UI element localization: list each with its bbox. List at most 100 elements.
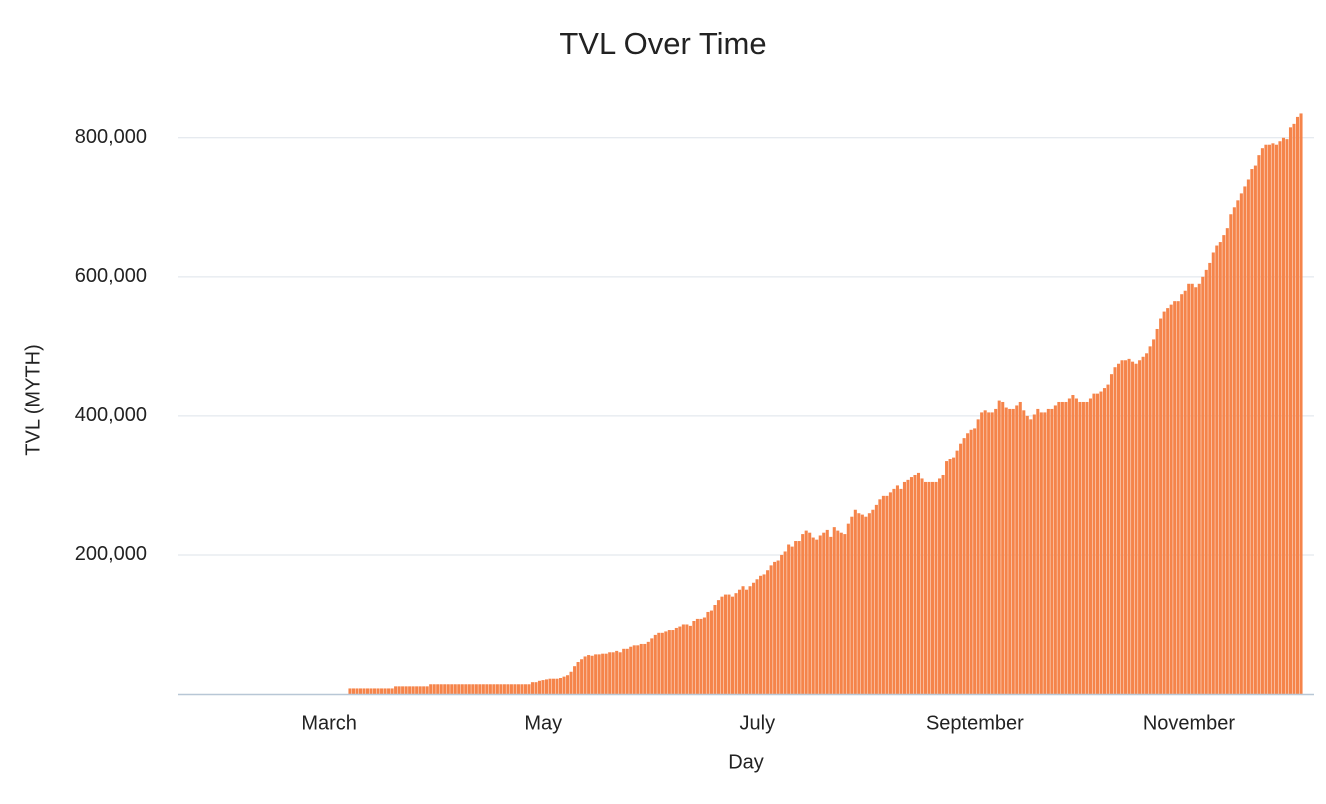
bar bbox=[1043, 412, 1047, 694]
bar bbox=[871, 509, 875, 694]
bar bbox=[1060, 401, 1064, 694]
bar bbox=[1173, 301, 1177, 694]
bar bbox=[369, 688, 373, 694]
bar bbox=[618, 652, 622, 694]
bar bbox=[1169, 304, 1173, 694]
bar bbox=[934, 481, 938, 694]
bar bbox=[745, 589, 749, 694]
bar bbox=[836, 530, 840, 694]
bar bbox=[1176, 301, 1180, 694]
bar bbox=[1183, 290, 1187, 694]
bar bbox=[432, 684, 436, 694]
bar bbox=[990, 412, 994, 694]
bar bbox=[720, 596, 724, 694]
bar bbox=[723, 594, 728, 694]
bar bbox=[604, 653, 608, 694]
bar bbox=[1067, 398, 1071, 694]
bar bbox=[1008, 408, 1012, 694]
bar bbox=[860, 514, 864, 694]
bar bbox=[892, 488, 896, 694]
bar bbox=[351, 688, 356, 694]
bar bbox=[408, 686, 412, 694]
bar bbox=[959, 443, 963, 694]
bar bbox=[625, 648, 629, 694]
bar bbox=[530, 682, 534, 694]
bar bbox=[955, 450, 959, 694]
bar bbox=[709, 610, 713, 694]
bar bbox=[783, 551, 787, 694]
bar bbox=[594, 654, 598, 694]
bar bbox=[1299, 113, 1303, 694]
y-axis-title: TVL (MYTH) bbox=[22, 344, 44, 455]
bar bbox=[1166, 308, 1170, 694]
bar bbox=[685, 624, 689, 694]
bar bbox=[615, 650, 619, 694]
bar bbox=[513, 684, 517, 694]
bar bbox=[1095, 393, 1100, 694]
bar bbox=[646, 641, 650, 694]
bar bbox=[878, 499, 882, 694]
bar bbox=[544, 679, 549, 694]
bar bbox=[1015, 405, 1019, 694]
bar bbox=[358, 688, 363, 694]
y-tick-label: 800,000 bbox=[75, 126, 147, 148]
bar bbox=[1243, 186, 1247, 694]
bar bbox=[481, 684, 485, 694]
bar bbox=[864, 516, 868, 694]
bar bbox=[516, 684, 520, 694]
bar bbox=[502, 684, 506, 694]
bar bbox=[737, 589, 742, 694]
bar bbox=[973, 428, 977, 694]
bar bbox=[850, 516, 854, 694]
bar bbox=[1292, 123, 1296, 694]
bar bbox=[1180, 294, 1184, 694]
bar bbox=[390, 688, 394, 694]
bar bbox=[474, 684, 478, 694]
bar bbox=[450, 684, 454, 694]
bar bbox=[1215, 245, 1219, 695]
bar bbox=[1145, 353, 1149, 694]
bar bbox=[506, 684, 510, 694]
bar bbox=[622, 648, 626, 694]
bar bbox=[548, 678, 552, 694]
bar bbox=[790, 546, 794, 694]
bar bbox=[373, 688, 377, 694]
bar bbox=[527, 684, 531, 694]
bar bbox=[580, 659, 584, 694]
bar bbox=[1250, 169, 1254, 694]
bar bbox=[1257, 155, 1261, 694]
bar bbox=[674, 627, 678, 694]
bar bbox=[362, 688, 366, 694]
bar bbox=[1236, 200, 1240, 694]
bar bbox=[1081, 401, 1085, 694]
bar bbox=[818, 535, 822, 694]
bar bbox=[436, 684, 440, 694]
bar bbox=[650, 638, 654, 694]
bar bbox=[913, 474, 917, 694]
bar bbox=[478, 684, 482, 694]
bar bbox=[495, 684, 499, 694]
bar bbox=[467, 684, 471, 694]
bar bbox=[980, 412, 984, 694]
bar bbox=[952, 457, 956, 694]
bar bbox=[829, 536, 833, 694]
bar bbox=[688, 625, 692, 694]
bar bbox=[797, 541, 801, 694]
bar bbox=[1106, 384, 1110, 694]
bar bbox=[822, 532, 826, 694]
bar bbox=[576, 662, 580, 694]
bar bbox=[1117, 363, 1121, 694]
bar bbox=[962, 438, 966, 694]
x-axis-title: Day bbox=[728, 751, 764, 773]
bar bbox=[583, 656, 587, 694]
bar bbox=[808, 532, 812, 694]
bar bbox=[794, 541, 798, 694]
x-tick-label: November bbox=[1143, 712, 1236, 734]
bar bbox=[1285, 139, 1289, 695]
bar bbox=[748, 586, 752, 694]
bar bbox=[1281, 137, 1286, 694]
bar bbox=[815, 539, 819, 694]
bar bbox=[983, 410, 987, 694]
bar bbox=[1057, 401, 1061, 694]
bar bbox=[401, 686, 405, 694]
